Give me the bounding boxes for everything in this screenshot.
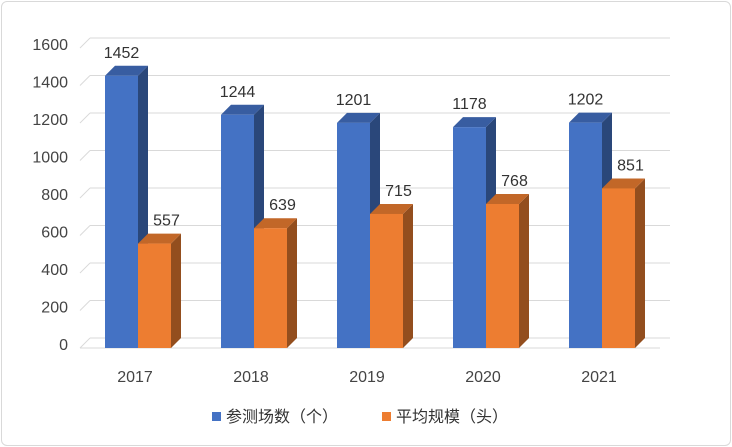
data-label: 557	[153, 213, 180, 230]
x-category-label: 2018	[233, 369, 269, 386]
bar-front	[486, 204, 519, 348]
bar-side	[171, 233, 181, 348]
legend-label-series-2: 平均规模（头）	[396, 407, 508, 426]
bar-top	[569, 112, 612, 123]
bar-2-2020	[486, 194, 529, 348]
bar-2-2017	[138, 233, 181, 348]
data-label: 1452	[104, 45, 140, 62]
bar-front	[569, 122, 602, 348]
data-label: 1202	[568, 92, 604, 109]
gridline-side	[79, 337, 91, 349]
data-label: 639	[269, 197, 296, 214]
bar-front	[370, 213, 403, 348]
bar-top	[138, 233, 181, 244]
bar-front	[221, 114, 254, 348]
gridline-side	[79, 150, 91, 161]
data-label: 1244	[220, 84, 256, 101]
x-category-label: 2020	[465, 369, 501, 386]
bar-side	[635, 178, 645, 348]
y-tick-label: 1000	[32, 150, 68, 167]
gridline-side	[79, 75, 91, 86]
data-label: 715	[385, 183, 412, 200]
bar-front	[602, 188, 635, 348]
bar-top	[254, 218, 297, 229]
bar-top	[221, 104, 264, 115]
bar-front	[138, 243, 171, 348]
y-tick-label: 800	[41, 187, 68, 204]
bar-top	[337, 112, 380, 123]
x-category-label: 2021	[581, 369, 617, 386]
y-tick-label: 200	[41, 300, 68, 317]
bar-top	[105, 65, 148, 76]
bar-front	[453, 127, 486, 348]
y-tick-label: 600	[41, 225, 68, 242]
legend-label-series-1: 参测场数（个）	[226, 407, 338, 426]
bar-side	[287, 218, 297, 348]
y-tick-label: 1400	[32, 75, 68, 92]
y-axis-ticks: 0 200 400 600 800 1000 1200 1400 1600	[32, 37, 68, 354]
bar-2-2019	[370, 203, 413, 348]
data-labels: 1452 557 1244 639 1201 715 1178 768 1202 851	[104, 45, 644, 230]
gridline-side	[79, 262, 91, 274]
legend-swatch-series-2	[382, 412, 391, 421]
data-label: 768	[501, 173, 528, 190]
bar-front	[254, 228, 287, 348]
bar-2-2021	[602, 178, 645, 348]
x-category-label: 2017	[117, 369, 153, 386]
bar-top	[486, 194, 529, 204]
gridline-side	[79, 37, 91, 49]
data-label: 851	[617, 157, 644, 174]
gridline-side	[79, 112, 91, 124]
bar-top	[370, 203, 413, 214]
y-tick-label: 400	[41, 262, 68, 279]
legend: 参测场数（个） 平均规模（头）	[212, 407, 508, 426]
gridline-side	[79, 225, 91, 236]
y-tick-label: 1200	[32, 112, 68, 129]
x-axis-categories: 2017 2018 2019 2020 2021	[117, 369, 617, 386]
bar-top	[602, 178, 645, 189]
bar-side	[519, 194, 529, 348]
bars	[105, 65, 645, 348]
data-label: 1178	[452, 96, 487, 113]
bar-top	[453, 117, 496, 128]
data-label: 1201	[336, 92, 372, 109]
gridline-side	[79, 187, 91, 199]
bar-2-2018	[254, 218, 297, 348]
bar-front	[105, 75, 138, 348]
bar-side	[403, 203, 413, 348]
gridline-side	[79, 300, 91, 311]
x-category-label: 2019	[349, 369, 385, 386]
legend-swatch-series-1	[212, 412, 221, 421]
y-tick-label: 0	[59, 337, 68, 354]
bar-front	[337, 122, 370, 348]
y-tick-label: 1600	[32, 37, 68, 54]
